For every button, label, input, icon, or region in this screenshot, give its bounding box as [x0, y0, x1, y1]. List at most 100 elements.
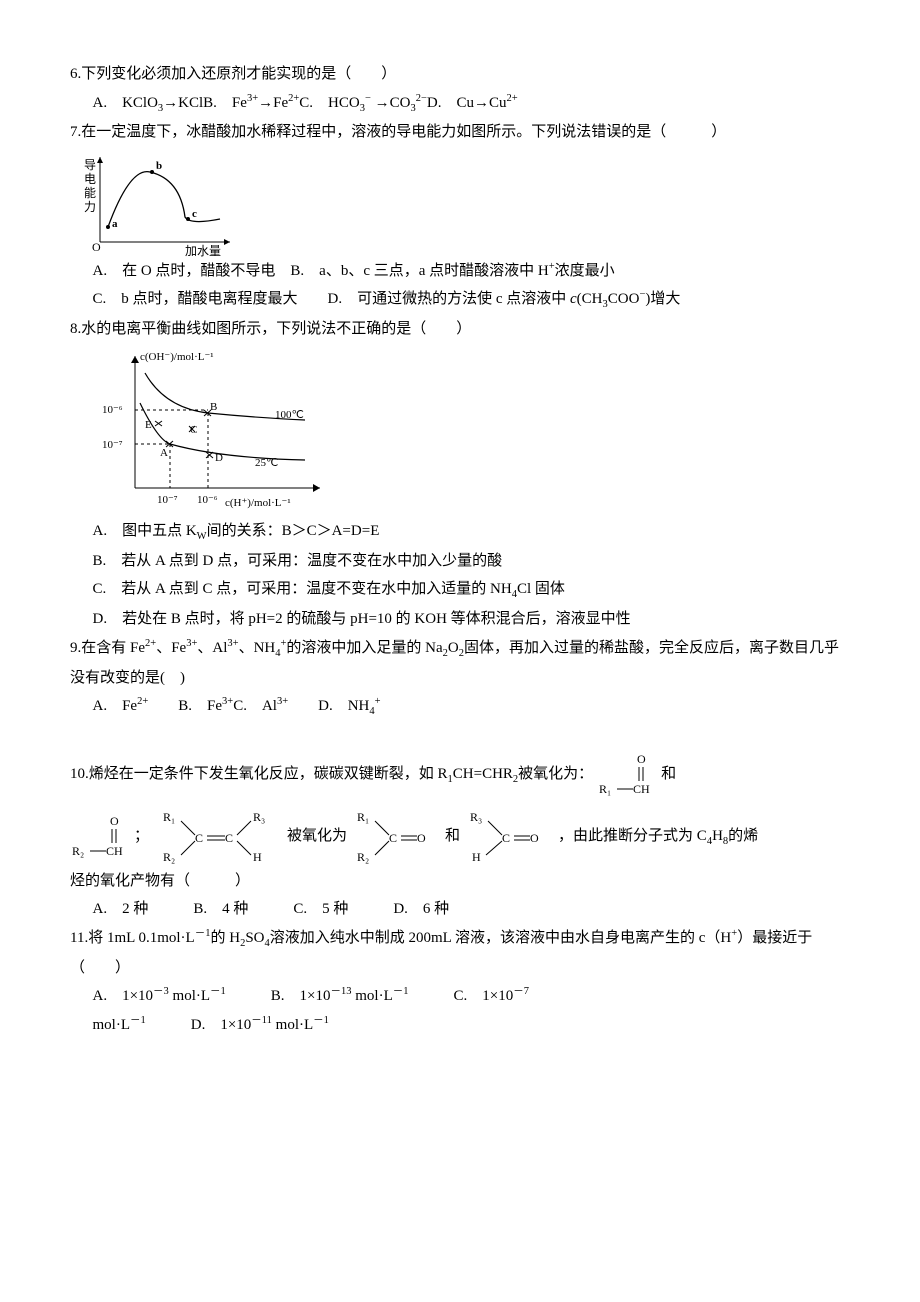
q10-options: A. 2 种 B. 4 种 C. 5 种 D. 6 种 [70, 895, 850, 924]
svg-text:O: O [417, 831, 426, 845]
svg-text:10⁻⁷: 10⁻⁷ [102, 439, 123, 451]
q6-optA-tail: →KClB. Fe [163, 95, 247, 111]
sup-3pd: 3+ [277, 696, 288, 707]
q11-sb: 的 H [210, 930, 240, 946]
q10-sb: CH=CHR [453, 766, 513, 782]
sup-neg11: －11 [251, 1015, 272, 1026]
svg-text:力: 力 [84, 200, 96, 214]
q9-B: B. Fe [148, 698, 222, 714]
q9-sf: O [448, 640, 459, 656]
sup-2pc: 2+ [137, 696, 148, 707]
question-8: 8.水的电离平衡曲线如图所示，下列说法不正确的是（ ） c(OH⁻)/mol·L… [70, 315, 850, 633]
q7-c-italic: c [570, 291, 577, 307]
sup-2plus: 2+ [288, 93, 299, 104]
svg-text:O: O [110, 814, 119, 828]
question-7: 7.在一定温度下，冰醋酸加水稀释过程中，溶液的导电能力如图所示。下列说法错误的是… [70, 118, 850, 315]
question-11: 11.将 1mL 0.1mol·L－1的 H2SO4溶液加入纯水中制成 200m… [70, 924, 850, 1039]
q10-semi: ； [134, 822, 149, 851]
q11-C: C. 1×10 [409, 988, 514, 1004]
q10-tail: ，由此推断分子式为 C [558, 828, 707, 844]
q7-c4: )增大 [645, 291, 680, 307]
sup-neg1: －1 [195, 928, 211, 939]
q8-A: A. 图中五点 K [93, 523, 197, 539]
svg-text:D: D [215, 452, 223, 464]
q8-C: C. 若从 A 点到 C 点，可采用：温度不变在水中加入适量的 NH [93, 581, 512, 597]
sup-neg13: －13 [331, 986, 352, 997]
svg-text:R₁: R₁ [357, 810, 369, 824]
q7-optC: C. b 点时，醋酸电离程度最大 D. 可通过微热的方法使 c 点溶液中 [93, 291, 571, 307]
q10-mid: 被氧化为 [287, 822, 347, 851]
svg-text:100℃: 100℃ [275, 409, 304, 421]
svg-text:C: C [502, 831, 510, 845]
q10-line2: O R₂ CH ； R₁ R₂ C C R₃ H 被氧化为 R₁ R₂ [70, 807, 850, 867]
svg-text:25℃: 25℃ [255, 457, 278, 469]
q10-frag4: R₁ R₂ C O [351, 807, 441, 867]
q10-frag3: R₁ R₂ C C R₃ H [153, 807, 283, 867]
svg-text:10⁻⁶: 10⁻⁶ [197, 494, 218, 506]
svg-text:E: E [145, 419, 152, 431]
svg-text:电: 电 [84, 172, 96, 186]
question-10: 10.烯烃在一定条件下发生氧化反应，碳碳双键断裂，如 R1CH=CHR2被氧化为… [70, 751, 850, 924]
sup-2p: 2+ [145, 638, 156, 649]
svg-text:CH: CH [106, 844, 123, 858]
svg-text:R₂: R₂ [357, 850, 369, 864]
sub-4b: 4 [275, 648, 280, 659]
q11-sa: 11.将 1mL 0.1mol·L [70, 930, 195, 946]
q9-se: 的溶液中加入足量的 Na [286, 640, 442, 656]
sup-3pb: 3+ [227, 638, 238, 649]
q6-options: A. KClO3→KClB. Fe3+→Fe2+C. HCO3− →CO32−D… [70, 89, 850, 119]
svg-text:A: A [160, 447, 168, 459]
q10-line1: 10.烯烃在一定条件下发生氧化反应，碳碳双键断裂，如 R1CH=CHR2被氧化为… [70, 751, 850, 799]
q6-optA: A. KClO [93, 95, 158, 111]
svg-text:b: b [156, 160, 162, 172]
svg-text:H: H [472, 850, 481, 864]
q11-D2: mol·L [272, 1017, 313, 1033]
svg-text:c(OH⁻)/mol·L⁻¹: c(OH⁻)/mol·L⁻¹ [140, 351, 214, 363]
q10-sc: 被氧化为： [518, 766, 593, 782]
sup-2plus-b: 2+ [507, 93, 518, 104]
q9-A: A. Fe [93, 698, 138, 714]
q10-frag2: O R₂ CH [70, 813, 130, 861]
q6-optB-mid: →Fe [258, 95, 288, 111]
q8-stem: 8.水的电离平衡曲线如图所示，下列说法不正确的是（ ） [70, 315, 850, 344]
sup-neg3: －3 [153, 986, 169, 997]
q7-optA: A. 在 O 点时，醋酸不导电 B. a、b、c 三点，a 点时醋酸溶液中 H [93, 263, 549, 279]
svg-text:C: C [389, 831, 397, 845]
q7-c2: (CH [577, 291, 603, 307]
q9-sa: 9.在含有 Fe [70, 640, 145, 656]
q11-sd: 溶液加入纯水中制成 200mL 溶液，该溶液中由水自身电离产生的 c（H [270, 930, 732, 946]
sub-3c: 3 [410, 103, 415, 114]
q9-sd: 、NH [239, 640, 276, 656]
q8-options: A. 图中五点 KW间的关系：B＞C＞A=D=E B. 若从 A 点到 D 点，… [70, 517, 850, 634]
sup-3pc: 3+ [222, 696, 233, 707]
q11-A: A. 1×10 [93, 988, 154, 1004]
q10-tail3: 烃的氧化产物有（ ） [70, 867, 850, 896]
q9-sb: 、Fe [156, 640, 186, 656]
svg-text:R₁: R₁ [163, 810, 175, 824]
svg-text:c: c [192, 208, 197, 220]
q6-optD: D. Cu→Cu [427, 95, 507, 111]
q8-A2: 间的关系：B＞C＞A=D=E [207, 523, 380, 539]
q7-origin: O [92, 240, 101, 254]
q8-B: B. 若从 A 点到 D 点，可采用：温度不变在水中加入少量的酸 [93, 553, 503, 569]
q11-B2: mol·L [352, 988, 393, 1004]
svg-text:R₃: R₃ [470, 810, 482, 824]
sup-neg1e: －1 [313, 1015, 329, 1026]
sup-neg1c: －1 [393, 986, 409, 997]
q11-sc: SO [245, 930, 264, 946]
sub-4c: 4 [369, 706, 374, 717]
q7-options: A. 在 O 点时，醋酸不导电 B. a、b、c 三点，a 点时醋酸溶液中 H+… [70, 257, 850, 315]
q11-Dpre: mol·L [93, 1017, 131, 1033]
q7-stem: 7.在一定温度下，冰醋酸加水稀释过程中，溶液的导电能力如图所示。下列说法错误的是… [70, 118, 850, 147]
q11-B: B. 1×10 [226, 988, 331, 1004]
svg-text:R₁: R₁ [599, 782, 611, 796]
q11-D: D. 1×10 [146, 1017, 252, 1033]
svg-text:a: a [112, 218, 118, 230]
svg-text:B: B [210, 401, 217, 413]
sup-pb: + [375, 696, 381, 707]
q6-stem: 6.下列变化必须加入还原剂才能实现的是（ ） [70, 60, 850, 89]
q10-and2: 和 [445, 822, 460, 851]
svg-text:c(H⁺)/mol·L⁻¹: c(H⁺)/mol·L⁻¹ [225, 497, 291, 509]
svg-text:H: H [253, 850, 262, 864]
q7-ylabel: 导 [84, 158, 96, 172]
